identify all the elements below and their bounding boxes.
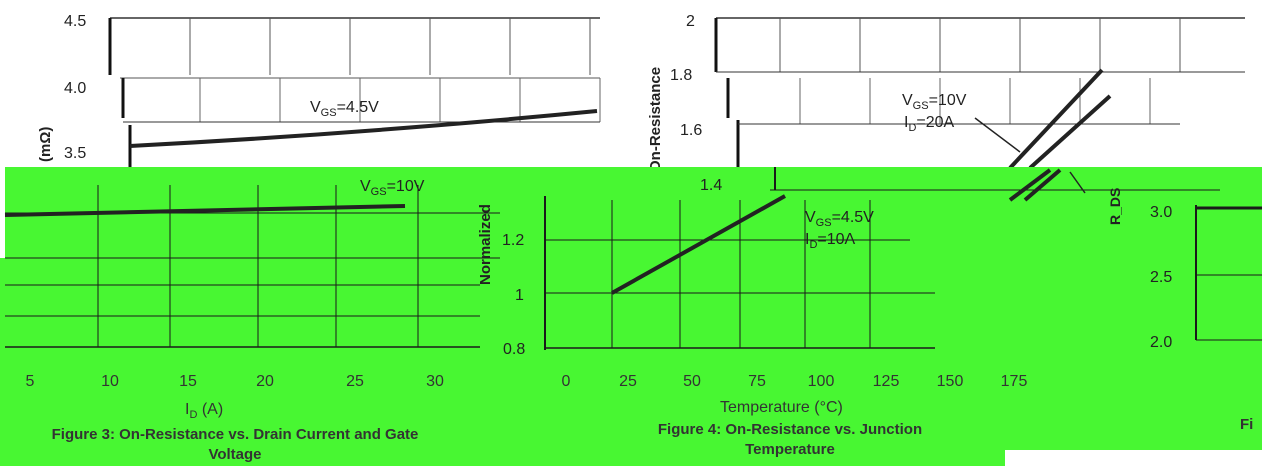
vgrid-group-2 [799,78,1151,124]
ytick-1-2: 1.2 [502,232,524,249]
ytick-3-0: 3.0 [1150,204,1172,221]
ytick-1-6: 1.6 [680,122,702,139]
ytick-2-0: 2.0 [1150,334,1172,351]
ytick-4-5: 4.5 [64,13,86,30]
y-axis-label-2: Normalized [477,204,494,285]
vgrid-group-3 [611,200,871,348]
x-tick-label: 75 [748,373,766,390]
ytick-2-5: 2.5 [1150,269,1172,286]
series-line-vgs-10v [4,204,406,217]
figure-3-caption-line1: Figure 3: On-Resistance vs. Drain Curren… [51,426,419,443]
x-tick-label: 0 [562,373,571,390]
x-axis-label: Temperature (°C) [720,399,843,416]
x-tick-label: 30 [426,373,444,390]
figure-3-caption-line2: Voltage [208,446,262,463]
x-tick-label: 25 [619,373,637,390]
figure-4-caption-line2: Temperature [745,441,835,458]
series-line-vgs-10v [1008,68,1104,170]
x-tick-labels: 5 10 15 20 25 30 [26,373,444,390]
annotation-arrow [974,117,1021,153]
ytick-3-5: 3.5 [64,145,86,162]
x-tick-label: 15 [179,373,197,390]
vgrid-group [189,18,591,75]
x-tick-labels: 0 25 50 75 100 125 150 175 [562,373,1028,390]
x-tick-label: 50 [683,373,701,390]
vgrid-group [779,18,1181,72]
x-tick-label: 5 [26,373,35,390]
vgrid-group-2 [199,78,601,122]
chart-ron-vs-id: 4.5 4.0 3.5 (mΩ) VGS=4.5V [37,13,601,170]
label-id-10a: ID=10A [805,231,856,251]
x-tick-label: 25 [346,373,364,390]
series-line-vgs-4-5v [1028,94,1112,170]
x-tick-label: 125 [873,373,900,390]
figure-3-caption: Figure 3: On-Resistance vs. Drain Curren… [0,425,470,465]
figure-4-caption-line1: Figure 4: On-Resistance vs. Junction [657,421,923,438]
figure-5-caption-fragment: Fi [1240,415,1262,435]
overlay-green-band [5,167,1262,264]
x-tick-label: 175 [1001,373,1028,390]
figure-4-caption: Figure 4: On-Resistance vs. Junction Tem… [620,420,960,460]
x-tick-label: 100 [808,373,835,390]
x-tick-label: 150 [937,373,964,390]
chart-ron-vs-temp: 2 1.8 1.6 On-Resistance VGS=10V ID=20A [647,13,1245,172]
x-tick-label: 10 [101,373,119,390]
label-vgs-4-5v: VGS=4.5V [310,99,379,119]
ytick-1: 1 [515,287,524,304]
series-line-vgs-4-5v [129,109,598,148]
series-line-vgs-4-5v-lower-b [1023,168,1062,202]
chart3-fragment: 3.0 2.5 2.0 R_DS [1107,188,1262,351]
white-strip [1005,450,1262,466]
ytick-1-8: 1.8 [670,67,692,84]
label-vgs-10v: VGS=10V [902,92,967,112]
figure-5-caption-line1: Fi [1240,416,1254,433]
series-line-vgs-4-5v-lower [611,194,786,295]
y-axis-label-3: R_DS [1107,188,1123,225]
chart1-lower: VGS=10V 5 10 15 20 25 30 ID (A) [4,178,500,421]
label-id-20a: ID=20A [904,114,955,134]
ytick-1-4: 1.4 [700,177,722,194]
ytick-2: 2 [686,13,695,30]
y-axis-label: On-Resistance [647,67,664,172]
series-line-vgs-10v-lower [1008,168,1052,202]
y-axis-label: (mΩ) [37,127,54,162]
x-tick-label: 20 [256,373,274,390]
annotation-arrow [1069,171,1086,194]
y-tick-labels: 1.4 1.2 1 0.8 [502,177,722,358]
ytick-4-0: 4.0 [64,80,86,97]
ytick-0-8: 0.8 [503,341,525,358]
